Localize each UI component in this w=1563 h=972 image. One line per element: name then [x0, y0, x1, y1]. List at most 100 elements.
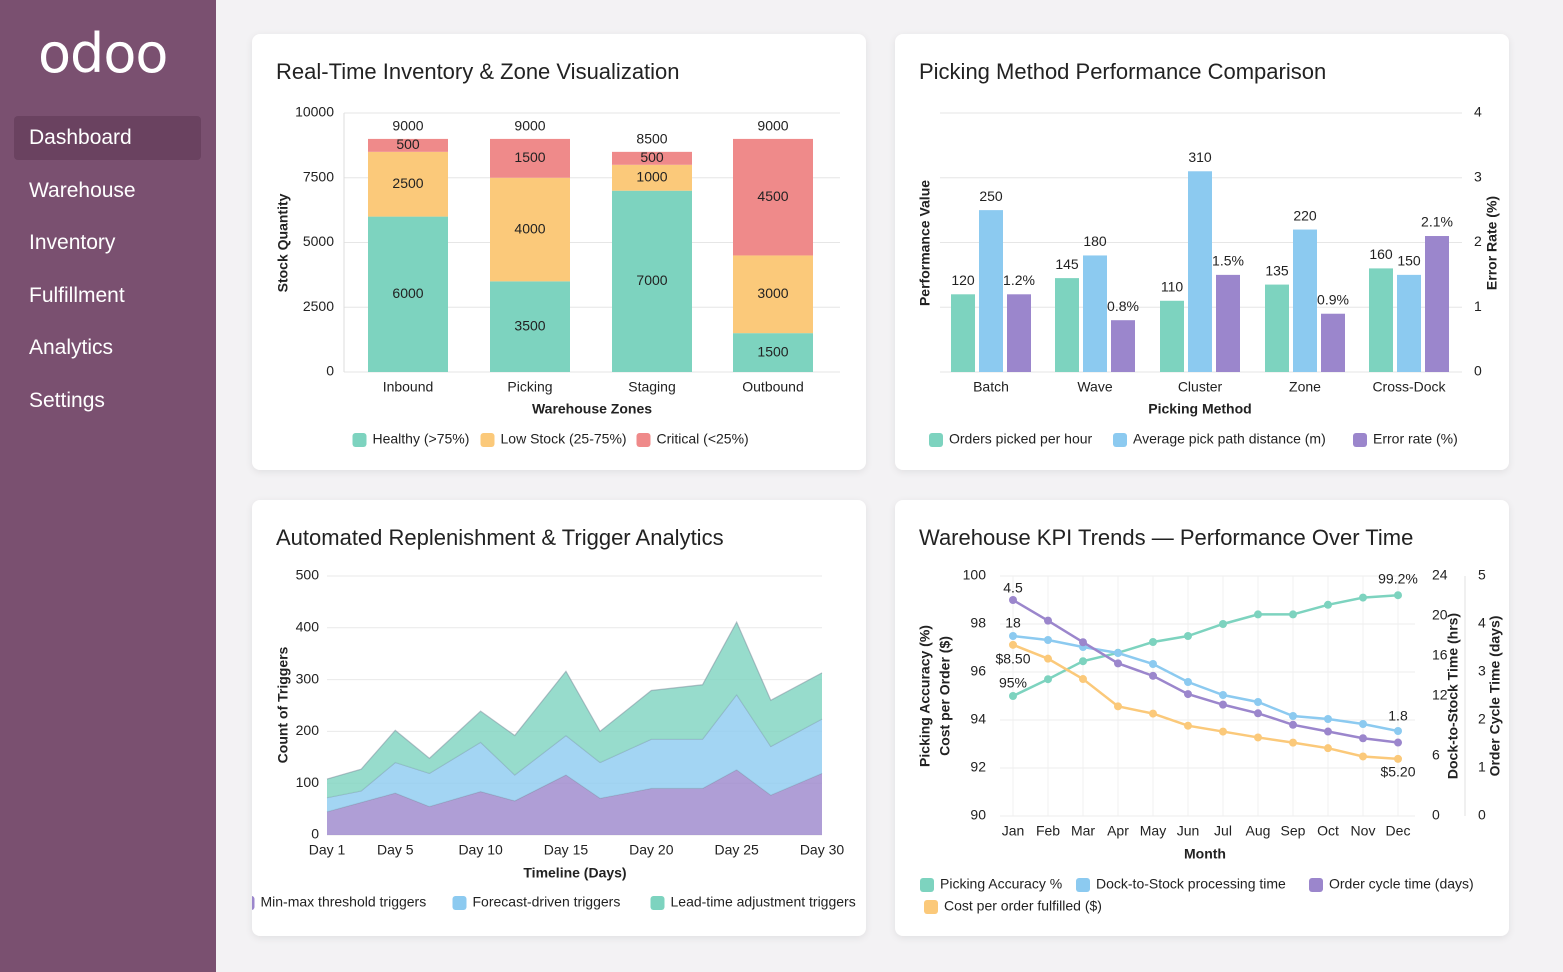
data-annotation: 99.2%	[1378, 571, 1418, 587]
sidebar-item-analytics[interactable]: Analytics	[29, 336, 114, 359]
x-tick-label: Feb	[1036, 823, 1060, 839]
bar-value-label: 2500	[392, 175, 423, 191]
bar	[1055, 278, 1079, 372]
y-tick-label: 100	[963, 567, 987, 583]
bar-value-label: 3000	[757, 285, 788, 301]
y-right-tick-label: 16	[1432, 647, 1448, 663]
legend-swatch	[252, 896, 255, 910]
data-point	[1044, 616, 1052, 625]
data-point	[1219, 700, 1227, 709]
line-series	[1012, 598, 1399, 744]
y-tick-label: 300	[296, 670, 320, 686]
x-tick-label: Day 10	[458, 842, 503, 858]
bar-segment	[490, 281, 570, 372]
data-annotation: $5.20	[1380, 764, 1415, 780]
data-point	[1254, 733, 1262, 742]
bar-value-label: 7000	[636, 272, 667, 288]
legend-label: Min-max threshold triggers	[261, 894, 427, 910]
legend-label: Cost per order fulfilled ($)	[944, 898, 1102, 914]
bar-value-label: 3500	[514, 317, 545, 333]
bar	[1293, 229, 1317, 372]
y-tick-label: 92	[970, 759, 986, 775]
data-annotation: 95%	[999, 675, 1027, 691]
data-point	[1044, 636, 1052, 644]
x-tick-label: Picking	[507, 379, 552, 395]
y-right-tick-label: 1	[1474, 298, 1482, 314]
x-tick-label: Dec	[1386, 823, 1411, 839]
legend-label: Low Stock (25-75%)	[501, 431, 627, 447]
y-tick-label: 500	[296, 567, 320, 583]
area-min-max-threshold-triggers	[327, 769, 822, 835]
data-point	[1254, 709, 1262, 718]
y-tick-label: 7500	[303, 168, 334, 184]
x-tick-label: May	[1140, 823, 1166, 839]
data-point	[1394, 727, 1402, 735]
bar	[1397, 274, 1421, 372]
y-tick-label: 0	[326, 363, 334, 379]
y-right2-tick-label: 2	[1478, 711, 1486, 727]
x-tick-label: Aug	[1246, 823, 1271, 839]
y-tick-label: 98	[970, 615, 986, 631]
bar-segment	[612, 164, 692, 191]
data-point	[1394, 591, 1402, 600]
x-tick-label: Nov	[1351, 823, 1376, 839]
sidebar-item-warehouse[interactable]: Warehouse	[29, 178, 136, 202]
bar-total-label: 9000	[514, 118, 545, 134]
kpi-trends-card: Warehouse KPI Trends — Performance Over …	[895, 500, 1509, 936]
y-tick-label: 400	[296, 619, 320, 635]
data-point	[1079, 675, 1087, 684]
bar	[951, 294, 975, 372]
data-annotation: $8.50	[995, 651, 1030, 667]
legend-swatch	[636, 433, 651, 447]
legend-label: Order cycle time (days)	[1329, 876, 1474, 892]
bar-value-label: 120	[951, 272, 975, 288]
card-title: Warehouse KPI Trends — Performance Over …	[919, 525, 1414, 550]
legend-swatch	[1076, 878, 1090, 892]
sidebar-item-dashboard[interactable]: Dashboard	[14, 116, 201, 160]
data-point	[1359, 720, 1367, 728]
x-axis-title: Picking Method	[1148, 401, 1251, 417]
sidebar-item-fulfillment[interactable]: Fulfillment	[29, 283, 125, 307]
sidebar-item-inventory[interactable]: Inventory	[29, 231, 116, 254]
data-point	[1079, 638, 1087, 647]
line-series	[1012, 593, 1399, 698]
bar-value-label: 220	[1293, 207, 1317, 223]
bar-value-label: 0.8%	[1107, 298, 1139, 314]
y-axis-title: Count of Triggers	[275, 646, 291, 763]
legend-swatch	[352, 433, 367, 447]
bar-value-label: 500	[396, 136, 420, 152]
data-point	[1254, 698, 1262, 706]
legend-label: Lead-time adjustment triggers	[671, 894, 856, 910]
x-tick-label: Staging	[628, 379, 675, 395]
bar	[1083, 255, 1107, 372]
y-tick-label: 0	[311, 826, 319, 842]
y-axis-title: Stock Quantity	[275, 193, 291, 292]
y-axis-title: Picking Accuracy (%)	[917, 625, 933, 767]
y-axis-title-secondary: Cost per Order ($)	[937, 636, 953, 756]
data-point	[1219, 691, 1227, 699]
bar-value-label: 110	[1161, 278, 1184, 294]
data-point	[1219, 727, 1227, 736]
bar	[1369, 268, 1393, 372]
data-point	[1394, 738, 1402, 747]
bar-segment	[612, 151, 692, 165]
x-tick-label: Cross-Dock	[1372, 379, 1446, 395]
data-point	[1289, 738, 1297, 747]
inventory-stacked-bar-chart: 0 2500 5000 7500 10000 6000 2500 500 9000 Inbound…	[275, 104, 840, 447]
area-forecast-driven-triggers	[327, 694, 822, 812]
legend-label: Picking Accuracy %	[940, 876, 1062, 892]
bar-segment	[612, 190, 692, 372]
odoo-logo: odoo	[38, 22, 168, 85]
picking-method-card: Picking Method Performance Comparison 0 1…	[895, 34, 1509, 470]
legend-swatch	[1309, 878, 1323, 892]
bar-value-label: 160	[1369, 246, 1393, 262]
sidebar-item-settings[interactable]: Settings	[29, 388, 105, 412]
bar-segment	[490, 177, 570, 282]
y-right-tick-label: 20	[1432, 607, 1448, 623]
legend-label: Healthy (>75%)	[373, 431, 470, 447]
x-tick-label: Mar	[1071, 823, 1095, 839]
legend-swatch	[1113, 433, 1127, 447]
bar-value-label: 500	[640, 149, 664, 165]
data-point	[1114, 649, 1122, 657]
